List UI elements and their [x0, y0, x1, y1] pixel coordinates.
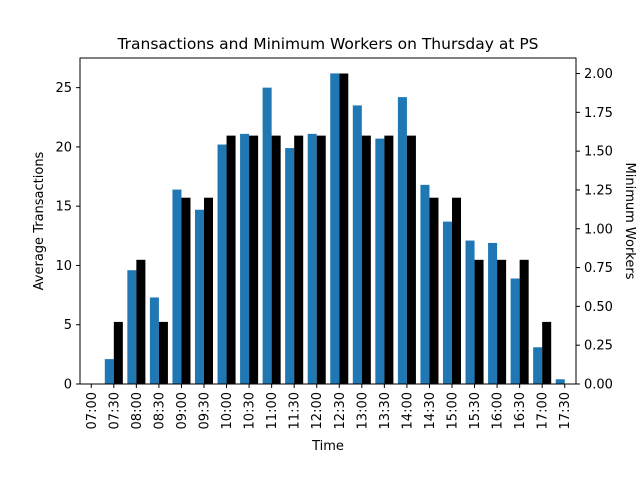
- bar-transactions-1500: [442, 221, 452, 384]
- y-right-tick-label: 2.00: [584, 67, 613, 82]
- bar-workers-1500: [452, 197, 462, 384]
- bar-transactions-1230: [330, 73, 340, 384]
- bar-transactions-0730: [104, 359, 114, 384]
- y-right-tick-label: 0.25: [584, 339, 613, 354]
- bar-workers-1200: [316, 135, 326, 384]
- bar-transactions-1430: [420, 184, 430, 384]
- bar-transactions-1630: [510, 278, 520, 384]
- x-tick-label: 09:00: [175, 392, 190, 429]
- y-right-tick-label: 1.50: [584, 145, 613, 160]
- x-tick-label: 07:30: [107, 392, 122, 429]
- bar-transactions-1000: [217, 144, 227, 384]
- bar-workers-1630: [519, 259, 529, 384]
- y-right-tick-label: 0.50: [584, 300, 613, 315]
- bars-layer: [104, 73, 565, 385]
- y-right-tick-label: 1.75: [584, 106, 613, 121]
- y-left-tick-label: 15: [55, 200, 72, 215]
- y-right-tick-label: 0.00: [584, 378, 613, 393]
- bar-workers-1100: [271, 135, 281, 384]
- bar-workers-1130: [294, 135, 304, 384]
- bar-transactions-1600: [488, 242, 498, 384]
- y-right-tick-label: 0.75: [584, 261, 613, 276]
- bar-workers-1230: [339, 73, 349, 385]
- axes-layer: 0 5 10 15 20 25 0.00 0.25 0.50 0.75 1.00 1.25 1.50 1.…: [55, 57, 613, 429]
- plot-frame: [79, 57, 577, 385]
- x-tick-label: 15:30: [468, 392, 483, 429]
- bar-workers-1300: [361, 135, 371, 384]
- y-axis-right-label: Minimum Workers: [622, 163, 637, 280]
- bar-workers-1530: [474, 259, 484, 384]
- y-right-tick-label: 1.00: [584, 222, 613, 237]
- bar-transactions-1130: [285, 148, 295, 384]
- x-tick-label: 17:30: [558, 392, 573, 429]
- bar-workers-1000: [226, 135, 236, 384]
- bar-workers-0730: [113, 321, 123, 384]
- bar-transactions-1330: [375, 138, 385, 384]
- bar-transactions-1400: [397, 97, 407, 385]
- bar-transactions-1200: [307, 133, 317, 384]
- y-left-tick-label: 5: [64, 318, 72, 333]
- x-tick-label: 10:30: [243, 392, 258, 429]
- bar-transactions-1700: [533, 347, 543, 384]
- bar-workers-0830: [158, 321, 168, 384]
- x-tick-label: 12:00: [310, 392, 325, 429]
- bar-transactions-0800: [127, 270, 137, 384]
- x-tick-label: 16:00: [491, 392, 506, 429]
- x-tick-label: 09:30: [198, 392, 213, 429]
- x-tick-label: 07:00: [85, 392, 100, 429]
- y-left-tick-label: 25: [55, 81, 72, 96]
- x-tick-label: 13:30: [378, 392, 393, 429]
- x-tick-label: 14:30: [423, 392, 438, 429]
- x-axis-label: Time: [311, 439, 344, 454]
- y-axis-left-label: Average Transactions: [32, 151, 47, 290]
- bar-workers-1600: [497, 259, 507, 384]
- bar-transactions-1100: [262, 87, 272, 384]
- bar-transactions-0900: [172, 189, 182, 384]
- y-left-tick-label: 20: [55, 140, 72, 155]
- bar-workers-1330: [384, 135, 394, 384]
- bar-workers-0800: [136, 259, 146, 384]
- bar-workers-0930: [204, 197, 214, 384]
- bar-workers-0900: [181, 197, 191, 384]
- bar-transactions-1730: [555, 379, 565, 384]
- bar-transactions-0930: [194, 209, 204, 384]
- bar-transactions-1030: [240, 133, 250, 384]
- y-right-tick-label: 1.25: [584, 183, 613, 198]
- bar-workers-1430: [429, 197, 439, 384]
- x-tick-label: 17:00: [536, 392, 551, 429]
- x-tick-label: 08:30: [152, 392, 167, 429]
- x-tick-label: 11:30: [288, 392, 303, 429]
- x-tick-label: 14:00: [400, 392, 415, 429]
- x-tick-label: 10:00: [220, 392, 235, 429]
- bar-transactions-0830: [149, 297, 159, 384]
- y-left-tick-label: 0: [64, 378, 72, 393]
- x-tick-label: 13:00: [355, 392, 370, 429]
- x-tick-label: 16:30: [513, 392, 528, 429]
- bar-workers-1400: [406, 135, 416, 384]
- x-tick-label: 08:00: [130, 392, 145, 429]
- bar-transactions-1300: [352, 105, 362, 385]
- bar-workers-1700: [542, 321, 552, 384]
- bar-transactions-1530: [465, 240, 475, 384]
- bar-workers-1030: [249, 135, 259, 384]
- x-tick-label: 12:30: [333, 392, 348, 429]
- x-tick-label: 15:00: [446, 392, 461, 429]
- y-left-tick-label: 10: [55, 259, 72, 274]
- x-tick-label: 11:00: [265, 392, 280, 429]
- chart-title: Transactions and Minimum Workers on Thur…: [116, 35, 538, 53]
